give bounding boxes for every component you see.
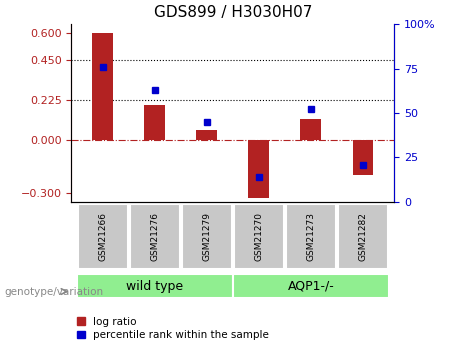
Text: GSM21276: GSM21276 <box>150 212 159 261</box>
Text: AQP1-/-: AQP1-/- <box>288 280 334 293</box>
Bar <box>353 140 373 175</box>
FancyBboxPatch shape <box>77 274 233 298</box>
Title: GDS899 / H3030H07: GDS899 / H3030H07 <box>154 5 312 20</box>
Bar <box>92 33 113 140</box>
FancyBboxPatch shape <box>286 204 336 269</box>
FancyBboxPatch shape <box>182 204 232 269</box>
Text: wild type: wild type <box>126 280 183 293</box>
FancyBboxPatch shape <box>233 274 389 298</box>
Bar <box>144 105 165 140</box>
FancyBboxPatch shape <box>130 204 180 269</box>
Text: GSM21270: GSM21270 <box>254 212 263 261</box>
Bar <box>301 119 321 140</box>
Bar <box>196 130 217 140</box>
Text: GSM21273: GSM21273 <box>307 212 315 261</box>
FancyBboxPatch shape <box>338 204 388 269</box>
Text: GSM21279: GSM21279 <box>202 212 211 261</box>
Legend: log ratio, percentile rank within the sample: log ratio, percentile rank within the sa… <box>77 317 269 340</box>
Text: GSM21266: GSM21266 <box>98 212 107 261</box>
FancyBboxPatch shape <box>234 204 284 269</box>
Text: genotype/variation: genotype/variation <box>5 287 104 296</box>
Bar <box>248 140 269 198</box>
Text: GSM21282: GSM21282 <box>358 212 367 261</box>
FancyBboxPatch shape <box>78 204 128 269</box>
